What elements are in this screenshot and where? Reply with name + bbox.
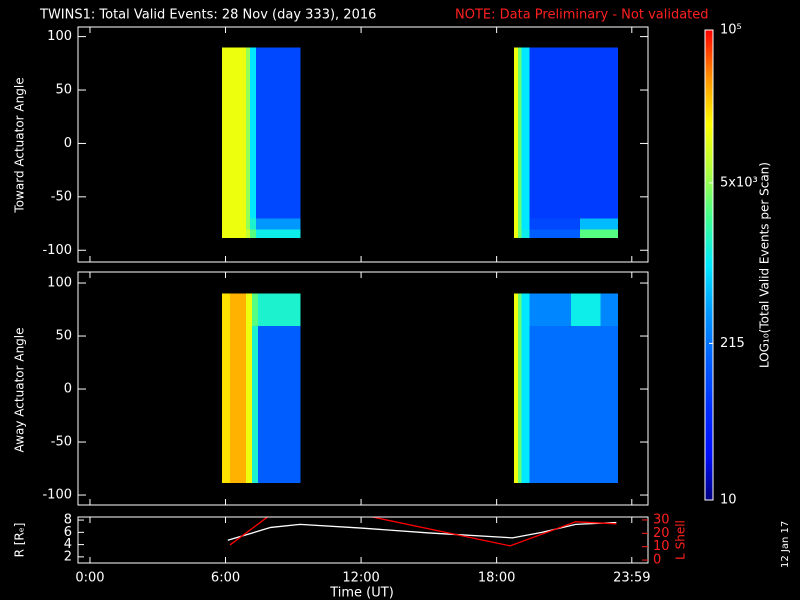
heatmap-cell [256, 228, 301, 238]
heatmap-cell [221, 218, 247, 230]
heatmap-cell [529, 293, 572, 326]
y-tick-label: -100 [42, 488, 72, 503]
panel-frame [77, 26, 649, 263]
y-tick-label: 4 [64, 537, 72, 552]
heatmap-cell [245, 293, 253, 326]
heatmap-cell [513, 293, 519, 326]
heatmap-cell [249, 228, 257, 238]
heatmap-cell [517, 47, 523, 219]
colorbar [705, 30, 713, 500]
x-tick-label: 12:00 [342, 571, 379, 586]
heatmap-cell [221, 228, 247, 238]
note: NOTE: Data Preliminary - Not validated [455, 8, 709, 23]
heatmap-cell [521, 218, 531, 230]
y-tick-label: 100 [47, 29, 72, 44]
heatmap-cell [513, 218, 519, 230]
heatmap-cell [529, 228, 581, 238]
heatmap-cell [529, 47, 581, 219]
heatmap-cell [256, 218, 301, 230]
y-tick-label: 50 [55, 329, 72, 344]
heatmap-cell [251, 325, 259, 483]
y-tick-label: 100 [47, 276, 72, 291]
timestamp: 12 Jan 17 [780, 521, 791, 568]
heatmap-cell [600, 325, 619, 483]
heatmap-cell [517, 325, 523, 483]
x-tick-label: 0:00 [75, 571, 104, 586]
heatmap-cell [221, 293, 231, 326]
heatmap-cell [513, 47, 519, 219]
heatmap-cell [257, 325, 301, 483]
panel-frame [77, 516, 649, 564]
y-tick-label: -100 [42, 243, 72, 258]
x-axis-label: Time (UT) [329, 586, 394, 600]
colorbar-label: LOG₁₀(Total Valid Events per Scan) [758, 162, 772, 368]
y2-tick-label: 0 [653, 553, 661, 568]
heatmap-cell [600, 293, 619, 326]
y-tick-label: 50 [55, 83, 72, 98]
heatmap-cell [245, 218, 251, 230]
heatmap-cell [249, 47, 257, 219]
y-axis-label: R [Rₑ] [13, 523, 27, 558]
x-tick-label: 18:00 [478, 571, 515, 586]
heatmap-cell [245, 325, 253, 483]
chart-title: TWINS1: Total Valid Events: 28 Nov (day … [39, 8, 376, 23]
heatmap-cell [521, 325, 531, 483]
y-tick-label: 0 [64, 382, 72, 397]
heatmap-cell [571, 293, 602, 326]
line-series [229, 517, 617, 547]
x-tick-label: 6:00 [211, 571, 240, 586]
y2-tick-label: 30 [653, 512, 670, 527]
heatmap-cell [521, 228, 531, 238]
line-series [227, 521, 617, 541]
x-tick-label: 23:59 [613, 571, 650, 586]
heatmap-cell [513, 228, 519, 238]
y2-axis-label: L Shell [674, 520, 688, 560]
heatmap-cell [571, 325, 602, 483]
heatmap-cell [580, 228, 619, 238]
heatmap-cell [256, 47, 301, 219]
heatmap-cell [580, 218, 619, 230]
y-tick-label: 6 [64, 525, 72, 540]
heatmap-cell [580, 47, 619, 219]
heatmap-cell [517, 218, 523, 230]
y-tick-label: -50 [51, 435, 72, 450]
colorbar-tick-label: 5x10³ [720, 175, 758, 190]
heatmap-cell [221, 325, 231, 483]
colorbar-tick-label: 215 [720, 336, 745, 351]
heatmap-cell [521, 293, 531, 326]
y2-tick-label: 10 [653, 539, 670, 554]
heatmap-cell [257, 293, 301, 326]
y-axis-label: Away Actuator Angle [13, 327, 27, 452]
y-axis-label: Toward Actuator Angle [13, 77, 27, 213]
colorbar-tick-label: 10 [720, 493, 737, 508]
heatmap-cell [529, 218, 581, 230]
heatmap-cell [517, 293, 523, 326]
heatmap-cell [529, 325, 572, 483]
heatmap-cell [249, 218, 257, 230]
heatmap-cell [245, 47, 251, 219]
heatmap-cell [221, 47, 247, 219]
heatmap-cell [230, 325, 247, 483]
heatmap-cell [513, 325, 519, 483]
y2-tick-label: 20 [653, 526, 670, 541]
heatmap-cell [251, 293, 259, 326]
y-tick-label: 2 [64, 549, 72, 564]
y-tick-label: 0 [64, 136, 72, 151]
panel-frame [77, 271, 649, 506]
heatmap-cell [517, 228, 523, 238]
heatmap-cell [245, 228, 251, 238]
y-tick-label: -50 [51, 189, 72, 204]
heatmap-cell [230, 293, 247, 326]
colorbar-tick-label: 10⁵ [720, 23, 742, 38]
y-tick-label: 8 [64, 513, 72, 528]
heatmap-cell [521, 47, 531, 219]
